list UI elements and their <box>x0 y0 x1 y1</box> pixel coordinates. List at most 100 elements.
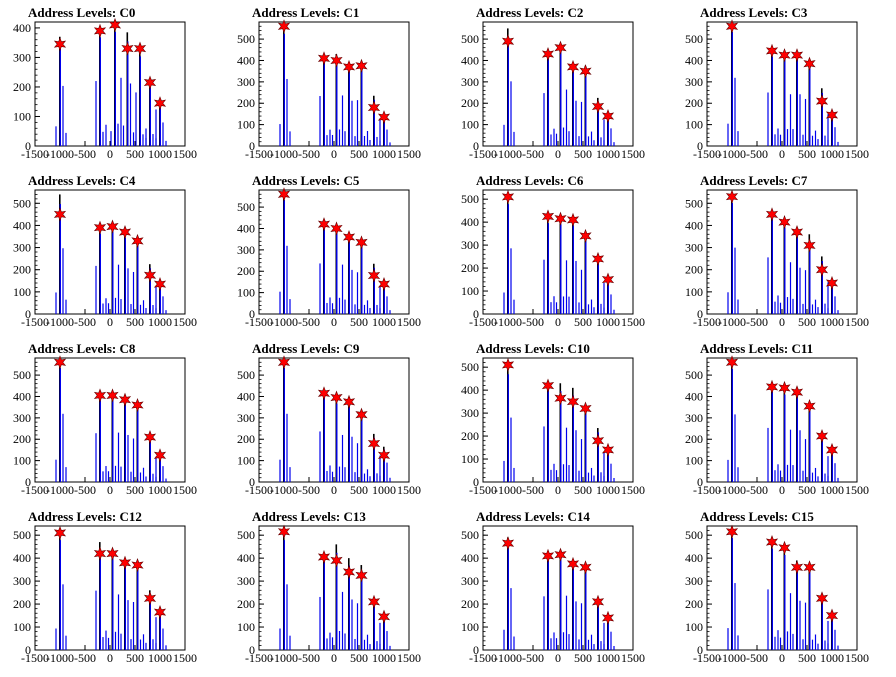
histogram-bar <box>99 233 101 314</box>
level-star-marker <box>106 546 119 561</box>
x-tick-label: -1500 <box>693 651 721 665</box>
histogram-bar <box>139 639 142 650</box>
histogram-bar <box>354 304 356 314</box>
histogram-bar <box>389 645 391 650</box>
histogram-panel-c7: Address Levels: C7 0 100 200 300 400 500 -1500-… <box>672 168 896 336</box>
histogram-bar <box>507 37 509 146</box>
histogram-bar <box>386 296 388 314</box>
histogram-bar <box>366 130 369 146</box>
level-star-marker <box>825 608 839 623</box>
level-star-marker <box>330 390 343 405</box>
histogram-bar <box>159 614 161 650</box>
histogram-bar <box>774 301 776 314</box>
histogram-bar <box>580 269 583 314</box>
histogram-bar <box>771 548 773 650</box>
histogram-bar <box>799 94 801 146</box>
histogram-svg: Address Levels: C15 0 100 200 300 400 500 -1500… <box>685 509 869 665</box>
histogram-bar <box>603 644 605 650</box>
y-tick-label: 500 <box>685 528 703 542</box>
level-star-marker <box>765 379 779 394</box>
x-tick-label: -1500 <box>21 315 49 329</box>
histogram-bar <box>319 596 321 650</box>
histogram-bar <box>373 437 375 482</box>
histogram-bar <box>356 603 359 650</box>
histogram-bar <box>562 464 565 482</box>
histogram-bar <box>351 269 353 314</box>
histogram-bar <box>774 636 776 650</box>
histogram-bar <box>338 466 341 482</box>
histogram-bar <box>155 456 157 482</box>
x-tick-label: 1500 <box>173 483 197 497</box>
y-tick-label: 0 <box>25 139 31 153</box>
histogram-bar <box>734 414 736 482</box>
x-tick-label: 1000 <box>820 147 844 161</box>
y-tick-label: 0 <box>697 643 703 657</box>
histogram-bar <box>809 570 811 650</box>
histogram-bar <box>348 565 350 650</box>
histogram-bar <box>734 583 736 650</box>
x-tick-label: 500 <box>126 651 144 665</box>
y-tick-label: 100 <box>13 285 31 299</box>
y-tick-label: 200 <box>461 597 479 611</box>
histogram-bar <box>107 637 110 650</box>
histogram-bar <box>824 640 826 650</box>
histogram-bar <box>834 127 836 146</box>
histogram-panel-c6: Address Levels: C6 0 100 200 300 400 500 -1500-… <box>448 168 672 336</box>
histogram-bar <box>155 109 157 146</box>
panel-title: Address Levels: C1 <box>252 5 359 20</box>
x-tick-label: -500 <box>298 315 320 329</box>
histogram-svg: Address Levels: C20100200300400500-1500-… <box>461 5 645 161</box>
histogram-bar <box>600 137 602 146</box>
x-tick-label: -1500 <box>469 147 497 161</box>
histogram-bar <box>802 134 804 146</box>
x-tick-label: -500 <box>522 147 544 161</box>
level-star-marker <box>93 546 107 561</box>
histogram-bar <box>386 462 388 482</box>
histogram-bar <box>580 101 583 146</box>
histogram-bar <box>727 628 729 650</box>
histogram-bar <box>587 639 590 650</box>
level-star-marker <box>803 399 816 414</box>
x-tick-label: -500 <box>298 651 320 665</box>
level-star-marker <box>825 107 839 123</box>
histogram-bar <box>279 291 281 314</box>
histogram-bar <box>585 240 587 314</box>
histogram-bar <box>114 31 116 147</box>
histogram-bar <box>379 308 381 314</box>
panel-title: Address Levels: C12 <box>28 509 142 524</box>
histogram-bar <box>319 96 321 146</box>
x-tick-label: 500 <box>798 147 816 161</box>
level-star-marker <box>317 217 331 232</box>
histogram-bar <box>117 264 120 314</box>
histogram-panel-c13: Address Levels: C13 0 100 200 300 400 500 -1500… <box>224 504 448 672</box>
histogram-bar <box>389 310 391 314</box>
x-tick-label: 500 <box>574 315 592 329</box>
x-tick-label: 0 <box>331 315 337 329</box>
level-star-marker <box>143 430 157 445</box>
histogram-bar <box>122 125 125 146</box>
y-tick-label: 200 <box>237 597 255 611</box>
histogram-bar <box>600 472 602 482</box>
histogram-bar <box>323 62 325 147</box>
histogram-bar <box>366 300 369 314</box>
level-star-marker <box>541 378 555 393</box>
histogram-bar <box>779 637 782 650</box>
histogram-bar <box>510 81 512 146</box>
histogram-bar <box>834 463 836 482</box>
histogram-bar <box>572 568 574 650</box>
x-tick-label: 0 <box>555 651 561 665</box>
histogram-bar <box>572 225 574 314</box>
histogram-bar <box>379 455 381 482</box>
histogram-svg: Address Levels: C30100200300400500-1500-… <box>685 5 869 161</box>
histogram-bar <box>597 432 599 482</box>
y-tick-label: 200 <box>13 432 31 446</box>
y-tick-label: 500 <box>237 368 255 382</box>
panel-title: Address Levels: C13 <box>252 509 366 524</box>
histogram-bar <box>607 451 609 482</box>
y-tick-label: 400 <box>237 551 255 565</box>
histogram-bar <box>105 298 107 314</box>
histogram-bar <box>784 59 786 146</box>
y-tick-label: 300 <box>13 574 31 588</box>
y-tick-label: 300 <box>461 238 479 252</box>
histogram-bar <box>575 601 577 650</box>
